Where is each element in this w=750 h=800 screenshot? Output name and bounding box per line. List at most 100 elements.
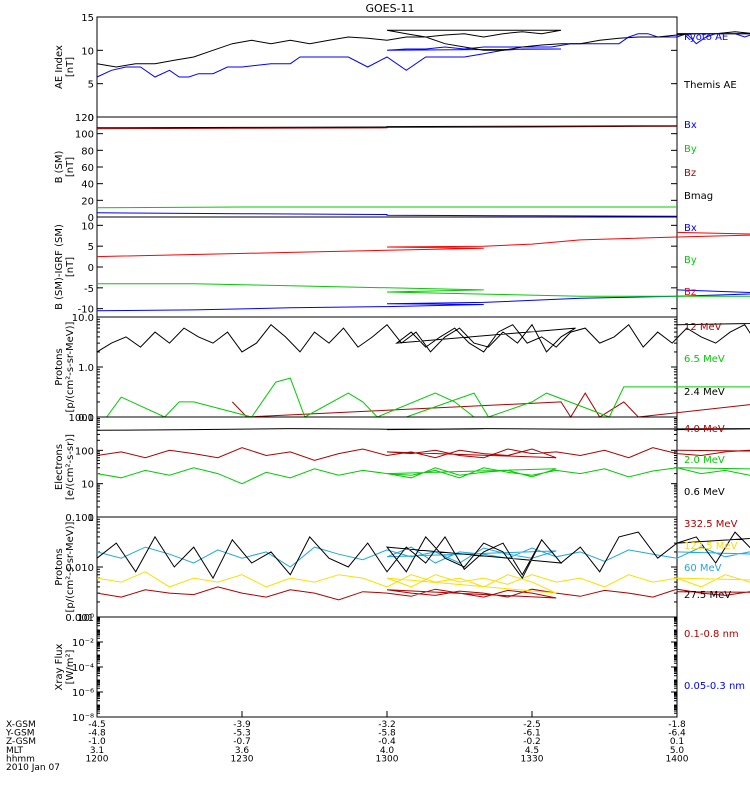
legend-label: Bmag <box>684 191 713 202</box>
legend-label: 332.5 MeV <box>684 519 738 530</box>
series-line <box>96 33 750 78</box>
y-tick-label: 10 <box>81 221 94 232</box>
y-axis-label: Protons <box>54 548 65 585</box>
legend-label: Bz <box>684 168 696 179</box>
legend-label: 0.6 MeV <box>684 487 725 498</box>
y-tick-label: 1000 <box>69 413 94 424</box>
plot-title: GOES-11 <box>365 2 414 15</box>
y-tick-label: 20 <box>81 196 94 207</box>
y-tick-label: 40 <box>81 180 94 191</box>
panel-frame <box>96 216 678 318</box>
panel-frame <box>96 616 678 718</box>
y-axis-label: [p/(cm²-s-sr-MeV)] <box>65 321 76 412</box>
y-tick-label: -5 <box>84 284 94 295</box>
y-axis-label: B (SM)-IGRF (SM) <box>54 224 65 310</box>
y-tick-label: -10 <box>78 305 94 316</box>
y-tick-label: 0.1 <box>78 413 94 424</box>
y-tick-label: 10.0 <box>72 313 94 324</box>
y-axis-label: [nT] <box>65 157 76 177</box>
y-tick-label: 10⁻⁶ <box>72 688 94 699</box>
panel-3: -10 -5 0 5 10 B (SM)-IGRF (SM) [nT] Bx By Bz <box>54 216 750 318</box>
series-line <box>96 231 750 258</box>
y-tick-label: 100 <box>75 446 94 457</box>
y-tick-label: 15 <box>81 13 94 24</box>
legend-label: Bx <box>684 120 697 131</box>
x-row-value: -4.8 <box>88 729 106 739</box>
legend-label: By <box>684 255 697 266</box>
y-tick-label: 1 <box>88 513 94 524</box>
series-line <box>96 29 750 68</box>
x-row-value: 1200 <box>86 754 109 764</box>
panel-1: 0 5 10 15 AE Index [nT] Kyoto AE Themis AE <box>54 13 750 124</box>
series-line <box>96 206 677 209</box>
y-axis-label: Protons <box>54 348 65 385</box>
x-row-value: -1.0 <box>88 737 106 747</box>
x-row-name: Y-GSM <box>5 729 34 739</box>
y-tick-label: 60 <box>81 163 94 174</box>
x-row-value: 1230 <box>231 754 254 764</box>
y-axis-label: AE Index <box>54 45 65 89</box>
y-tick-label: 10⁻⁸ <box>72 713 94 724</box>
legend-label: 2.0 MeV <box>684 455 725 466</box>
y-axis-label: B (SM) <box>54 150 65 183</box>
x-row-name: X-GSM <box>6 720 36 730</box>
x-row-name: hhmm <box>6 754 35 764</box>
legend-label: 12 MeV <box>684 322 722 333</box>
y-tick-label: 120 <box>75 113 94 124</box>
y-tick-label: 80 <box>81 146 94 157</box>
panel-6: 0.001 0.010 0.100 Protons [p/(cm²-s-sr-MeV)]… <box>54 513 750 624</box>
series-line <box>96 571 750 594</box>
x-row-value: 5.0 <box>670 746 685 756</box>
legend-label: 60 MeV <box>684 563 722 574</box>
x-row-value: -5.3 <box>233 729 251 739</box>
y-axis-label: [nT] <box>65 257 76 277</box>
y-tick-label: 0.010 <box>65 563 94 574</box>
x-row-value: 1300 <box>376 754 399 764</box>
y-tick-label: 10 <box>81 46 94 57</box>
legend-label: Bz <box>684 287 696 298</box>
x-row-value: 0.1 <box>670 737 684 747</box>
x-row-value: 4.0 <box>380 746 395 756</box>
series-line <box>96 467 750 485</box>
x-row-value: -6.4 <box>668 729 686 739</box>
x-row-value: -2.5 <box>523 720 541 730</box>
x-row-value: 1400 <box>666 754 689 764</box>
x-row-value: -3.9 <box>233 720 251 730</box>
x-row-value: 3.1 <box>90 746 104 756</box>
y-tick-label: 0 <box>88 113 94 124</box>
legend-label: 6.5 MeV <box>684 354 725 365</box>
legend-label: Kyoto AE <box>684 32 728 43</box>
x-row-value: -0.7 <box>233 737 251 747</box>
panel-frame <box>96 16 678 118</box>
y-axis-label: [nT] <box>65 57 76 77</box>
y-axis-label: [e/(cm²-s-sr)] <box>65 434 76 500</box>
x-row-value: -6.1 <box>523 729 541 739</box>
x-row-value: -1.8 <box>668 720 686 730</box>
legend-label: 0.1-0.8 nm <box>684 629 739 640</box>
y-tick-label: 5 <box>88 242 94 253</box>
series-line <box>231 392 750 418</box>
panel-7: 10⁻⁸ 10⁻⁶ 10⁻⁴ 10⁻² 10⁰ Xray Flux [W/m²] 0.1-0.… <box>54 613 745 724</box>
series-line <box>96 586 750 601</box>
series-line <box>96 289 750 312</box>
panel-4: 0.1 1.0 10.0 Protons [p/(cm²-s-sr-MeV)] 12 Me… <box>54 313 750 424</box>
legend-label: Bx <box>684 223 697 234</box>
series-line <box>96 323 750 353</box>
x-axis-table: X-GSM -4.5 -3.9 -3.2 -2.5 -1.8 Y-GSM -4.8 -5.3 -5… <box>5 711 689 773</box>
series-line <box>96 212 678 217</box>
y-tick-label: 5 <box>88 80 94 91</box>
legend-label: 27.5 MeV <box>684 590 731 601</box>
series-line <box>96 124 678 129</box>
panel-2: 0 20 40 60 80 100 120 B (SM) [nT] Bx By Bz Bmag <box>54 113 713 224</box>
panel-frame <box>96 116 678 218</box>
y-tick-label: 0.100 <box>65 513 94 524</box>
panel-frame <box>96 516 678 618</box>
series-line <box>96 447 750 461</box>
y-tick-label: 10⁻² <box>72 638 94 649</box>
series-line <box>96 428 750 431</box>
x-row-name: MLT <box>6 746 24 756</box>
y-tick-label: 10 <box>81 480 94 491</box>
y-tick-label: 10⁰ <box>77 613 94 624</box>
x-row-value: -3.2 <box>378 720 396 730</box>
series-line <box>97 283 750 297</box>
